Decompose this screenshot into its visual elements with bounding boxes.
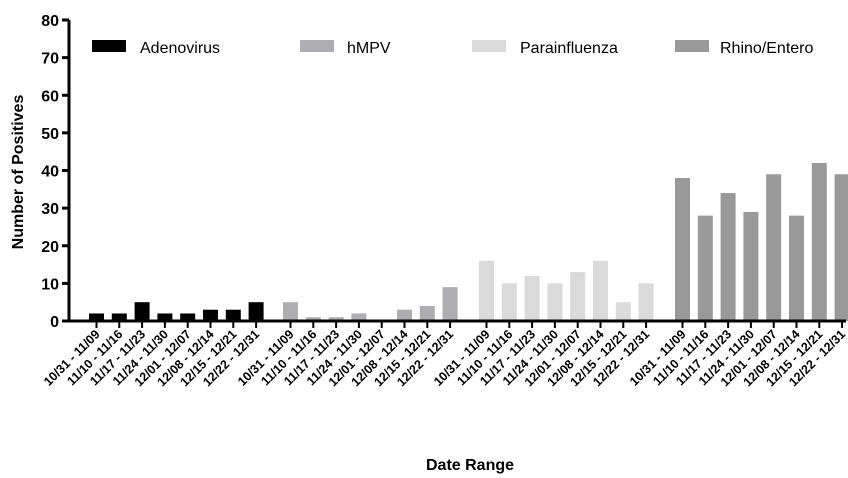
- bar: [328, 317, 344, 321]
- bar: [834, 174, 848, 321]
- x-axis-title: Date Range: [426, 457, 514, 474]
- y-tick-label: 10: [41, 276, 59, 293]
- legend-label: Adenovirus: [140, 40, 220, 57]
- bar: [225, 309, 241, 321]
- y-axis: 0 10 20 30 40 50 60 70 80: [41, 13, 71, 331]
- y-tick-label: 30: [41, 201, 59, 218]
- bar: [697, 215, 713, 321]
- legend-swatch: [92, 40, 126, 52]
- bar: [419, 305, 435, 321]
- bar: [248, 302, 264, 321]
- bar: [479, 260, 494, 321]
- bar: [570, 272, 586, 321]
- bar: [593, 260, 608, 321]
- bar: [501, 283, 517, 321]
- bar: [305, 317, 321, 321]
- legend-swatch: [675, 40, 709, 52]
- y-tick-label: 50: [41, 126, 59, 143]
- legend-swatch: [300, 40, 334, 52]
- bar: [203, 309, 218, 321]
- y-tick-label: 80: [41, 13, 59, 30]
- bar: [547, 283, 563, 321]
- bar: [524, 275, 540, 321]
- bar: [638, 283, 654, 321]
- y-tick-label: 20: [41, 239, 59, 256]
- bars: [89, 162, 848, 321]
- legend-swatch: [472, 40, 506, 52]
- y-tick-label: 40: [41, 164, 59, 181]
- legend: Adenovirus hMPV Parainfluenza Rhino/Entero: [92, 40, 813, 57]
- bar: [351, 313, 367, 321]
- bar: [811, 162, 827, 321]
- bar: [766, 174, 782, 321]
- legend-label: Rhino/Entero: [720, 40, 813, 57]
- bar: [720, 193, 736, 321]
- bar: [283, 302, 298, 321]
- bar: [442, 287, 458, 321]
- legend-label: Parainfluenza: [520, 40, 618, 57]
- y-axis-title: Number of Positives: [10, 95, 27, 250]
- legend-label: hMPV: [347, 40, 391, 57]
- bar: [743, 211, 759, 321]
- bar: [615, 302, 631, 321]
- y-tick-label: 70: [41, 51, 59, 68]
- bar: [675, 178, 690, 321]
- bar: [157, 313, 173, 321]
- bar: [180, 313, 196, 321]
- bar: [789, 215, 804, 321]
- y-tick-label: 0: [50, 314, 59, 331]
- y-tick-label: 60: [41, 88, 59, 105]
- bar: [89, 313, 104, 321]
- bar: [111, 313, 127, 321]
- bar: [134, 302, 150, 321]
- bar: [397, 309, 412, 321]
